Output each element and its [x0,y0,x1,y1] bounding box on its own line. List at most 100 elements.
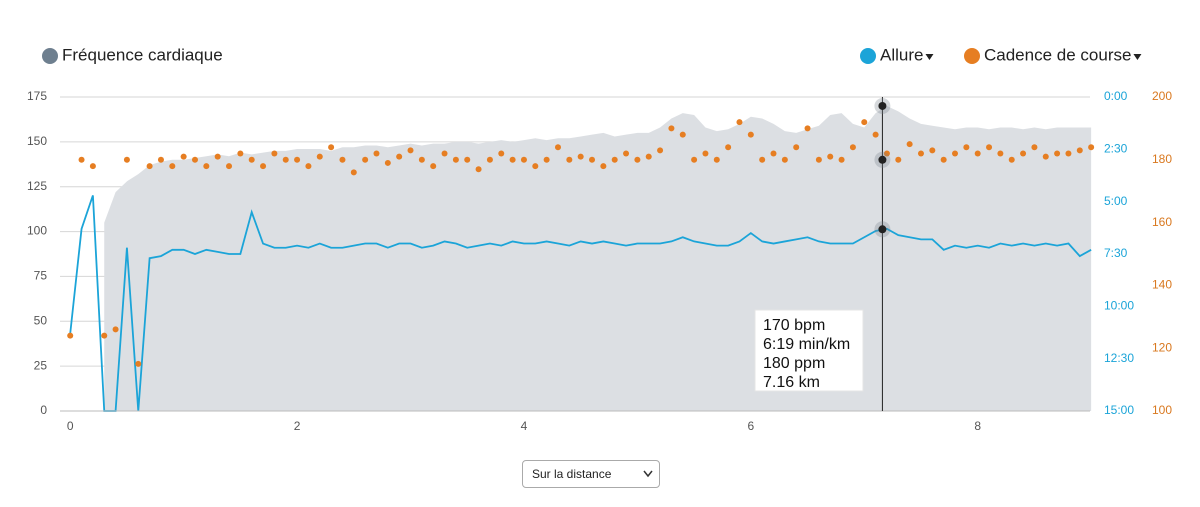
cursor-marker [878,225,887,234]
distance-selector[interactable]: Sur la distance [522,460,660,488]
x-tick-label: 0 [67,419,74,433]
cadence-dot [713,156,720,163]
cadence-dot [464,156,471,163]
cadence-dot [906,141,913,148]
cadence-dot [997,150,1004,157]
cadence-dot [566,156,573,163]
legend-label: Fréquence cardiaque [62,45,223,64]
cadence-dot [929,147,936,154]
cadence-dot [725,144,732,151]
cadence-dot [350,169,357,176]
x-tick-label: 4 [521,419,528,433]
cadence-dot [623,150,630,157]
cadence-dot [986,144,993,151]
cadence-dot [305,163,312,170]
cadence-dot [883,150,890,157]
cadence-dot [691,156,698,163]
cadence-dot [135,360,142,367]
cadence-dot [781,156,788,163]
cadence-dot [214,153,221,160]
cadence-dot [260,163,267,170]
cadence-dot [668,125,675,132]
y2-tick-label: 7:30 [1104,246,1128,260]
y-tick-label: 50 [34,313,48,327]
cadence-dot [1088,144,1095,151]
cursor-marker [878,155,887,164]
cadence-dot [838,156,845,163]
y-tick-label: 125 [27,179,47,193]
cadence-dot [611,156,618,163]
tooltip-line: 170 bpm [763,317,825,334]
cadence-dot [191,156,198,163]
cadence-dot [123,156,130,163]
selector-label: Sur la distance [532,467,612,481]
cursor-marker [878,101,887,110]
tooltip-line: 180 ppm [763,355,825,372]
cadence-dot [157,156,164,163]
cadence-dot [657,147,664,154]
cadence-dot [679,131,686,138]
cadence-dot [1042,153,1049,160]
x-tick-label: 6 [747,419,754,433]
cadence-dot [974,150,981,157]
cadence-dot [554,144,561,151]
cadence-dot [396,153,403,160]
y3-tick-label: 160 [1152,215,1172,229]
y2-tick-label: 12:30 [1104,351,1134,365]
y-tick-label: 175 [27,89,47,103]
cadence-dot [736,119,743,126]
y-tick-label: 25 [34,358,48,372]
tooltip-box [754,309,864,392]
y2-tick-label: 10:00 [1104,299,1134,313]
y3-tick-label: 180 [1152,152,1172,166]
cadence-dot [793,144,800,151]
cadence-dot [940,156,947,163]
cadence-dot [146,163,153,170]
legend-label: Allure [880,45,923,64]
cadence-dot [849,144,856,151]
cadence-dot [520,156,527,163]
cadence-dot [645,153,652,160]
y2-tick-label: 0:00 [1104,89,1128,103]
cadence-dot [67,332,74,339]
cadence-dot [532,163,539,170]
cadence-dot [770,150,777,157]
cadence-dot [509,156,516,163]
y3-tick-label: 140 [1152,278,1172,292]
y2-tick-label: 2:30 [1104,142,1128,156]
cadence-dot [418,156,425,163]
cadence-dot [441,150,448,157]
cadence-dot [498,150,505,157]
tooltip-line: 6:19 min/km [763,336,850,353]
cadence-dot [248,156,255,163]
cadence-dot [203,163,210,170]
cadence-dot [634,156,641,163]
legend-marker [42,48,58,64]
cadence-dot [452,156,459,163]
y-tick-label: 75 [34,269,48,283]
cadence-dot [282,156,289,163]
cadence-dot [328,144,335,151]
cadence-dot [872,131,879,138]
cadence-dot [589,156,596,163]
x-tick-label: 2 [294,419,301,433]
y-tick-label: 150 [27,134,47,148]
cadence-dot [577,153,584,160]
cadence-dot [316,153,323,160]
cadence-dot [294,156,301,163]
cadence-dot [486,156,493,163]
y-tick-label: 100 [27,224,47,238]
y-tick-label: 0 [40,403,47,417]
cadence-dot [861,119,868,126]
cadence-dot [362,156,369,163]
y2-tick-label: 5:00 [1104,194,1128,208]
cadence-dot [373,150,380,157]
cadence-dot [101,332,108,339]
cadence-dot [112,326,119,333]
cadence-dot [1020,150,1027,157]
cadence-dot [1031,144,1038,151]
cadence-dot [1065,150,1072,157]
cadence-dot [339,156,346,163]
cadence-dot [759,156,766,163]
